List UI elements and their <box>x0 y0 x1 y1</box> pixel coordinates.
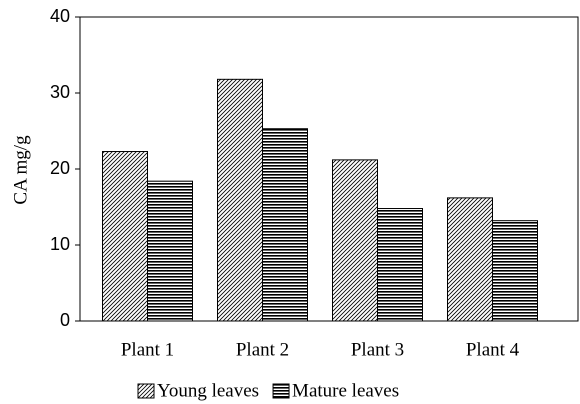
bar <box>447 197 493 322</box>
legend-label: Young leaves <box>157 380 259 401</box>
plot-frame <box>79 16 579 322</box>
bar <box>492 220 538 322</box>
legend-swatch <box>272 383 290 399</box>
y-tick-label: 40 <box>50 6 70 26</box>
x-tick-label: Plant 2 <box>236 339 289 360</box>
y-tick-label: 30 <box>50 82 70 102</box>
bar <box>377 208 423 322</box>
x-tick-label: Plant 1 <box>121 339 174 360</box>
y-tick-label: 0 <box>60 310 70 330</box>
bar <box>147 180 193 322</box>
x-tick-label: Plant 3 <box>351 339 404 360</box>
y-tick-label: 20 <box>50 158 70 178</box>
x-tick-label: Plant 4 <box>466 339 520 360</box>
y-tick-label: 10 <box>50 234 70 254</box>
y-axis-label: CA mg/g <box>10 135 31 205</box>
bar <box>332 159 378 322</box>
legend-label: Mature leaves <box>292 380 399 401</box>
legend-swatch <box>137 383 155 399</box>
bar <box>217 78 263 322</box>
bar <box>102 151 148 322</box>
bar <box>262 128 308 322</box>
